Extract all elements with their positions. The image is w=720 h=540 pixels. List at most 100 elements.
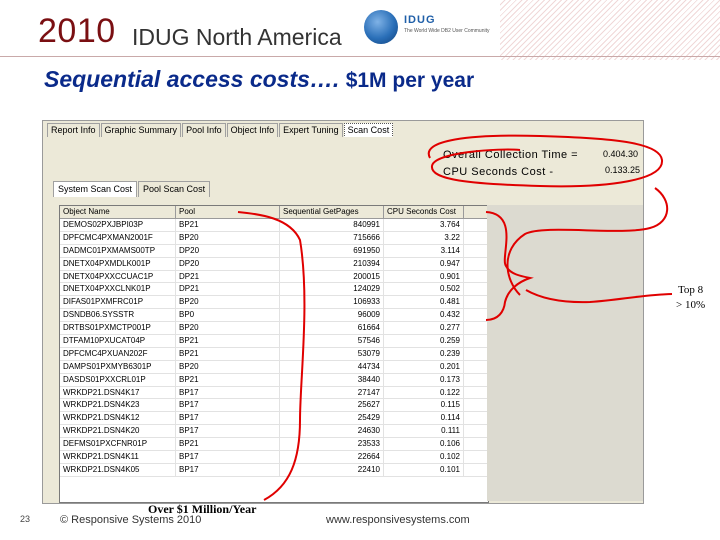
cell-cpu-seconds-cost: 0.111 xyxy=(384,425,464,438)
table-row[interactable]: DNETX04PXXCLNK01P DP21 124029 0.502 xyxy=(60,283,488,297)
column-header-object-name[interactable]: Object Name xyxy=(60,206,176,218)
cell-sequential-getpages: 200015 xyxy=(280,270,384,283)
table-row[interactable]: DNETX04PXXCCUAC1P DP21 200015 0.901 xyxy=(60,270,488,284)
cell-cpu-seconds-cost: 0.101 xyxy=(384,463,464,476)
table-row[interactable]: WRKDP21.DSN4K20 BP17 24630 0.111 xyxy=(60,425,488,439)
cell-pool: BP20 xyxy=(176,231,280,244)
cell-sequential-getpages: 691950 xyxy=(280,244,384,257)
cell-object-name: WRKDP21.DSN4K17 xyxy=(60,386,176,399)
cell-object-name: DTFAM10PXUCAT04P xyxy=(60,335,176,347)
cell-cpu-seconds-cost: 0.102 xyxy=(384,451,464,463)
cell-pool: DP20 xyxy=(176,244,280,257)
cpu-seconds-cost-value: 0.133.25 xyxy=(605,165,641,175)
summary-panel: Overall Collection Time = 0.404.30 CPU S… xyxy=(43,137,643,181)
cell-object-name: WRKDP21.DSN4K11 xyxy=(60,451,176,463)
cell-cpu-seconds-cost: 0.106 xyxy=(384,438,464,451)
cell-pool: BP20 xyxy=(176,360,280,373)
column-header-pool[interactable]: Pool xyxy=(176,206,280,218)
cell-object-name: DEMOS02PXJBPI03P xyxy=(60,219,176,231)
tab-graphic-summary[interactable]: Graphic Summary xyxy=(100,123,182,137)
table-row[interactable]: DASDS01PXXCRL01P BP21 38440 0.173 xyxy=(60,373,488,387)
tab-object-info[interactable]: Object Info xyxy=(226,123,279,137)
table-row[interactable]: DEMOS02PXJBPI03P BP21 840991 3.764 xyxy=(60,219,488,232)
cell-sequential-getpages: 210394 xyxy=(280,257,384,270)
cell-pool: BP17 xyxy=(176,412,280,425)
table-row[interactable]: WRKDP21.DSN4K17 BP17 27147 0.122 xyxy=(60,386,488,400)
cell-pool: BP21 xyxy=(176,347,280,360)
table-row[interactable]: DTFAM10PXUCAT04P BP21 57546 0.259 xyxy=(60,335,488,348)
app-window: Report Info Graphic Summary Pool Info Ob… xyxy=(42,120,644,504)
table-row[interactable]: DRTBS01PXMCTP001P BP20 61664 0.277 xyxy=(60,322,488,336)
cell-object-name: DNETX04PXMDLK001P xyxy=(60,257,176,270)
cell-cpu-seconds-cost: 0.201 xyxy=(384,360,464,373)
cell-pool: BP17 xyxy=(176,463,280,476)
table-body: DEMOS02PXJBPI03P BP21 840991 3.764 DPFCMC4PX… xyxy=(60,219,488,477)
cell-sequential-getpages: 53079 xyxy=(280,347,384,360)
cell-sequential-getpages: 38440 xyxy=(280,373,384,386)
cell-sequential-getpages: 715666 xyxy=(280,231,384,244)
cell-sequential-getpages: 106933 xyxy=(280,296,384,309)
table-row[interactable]: DAMPS01PXMYB6301P BP20 44734 0.201 xyxy=(60,360,488,374)
cell-pool: BP21 xyxy=(176,335,280,347)
cell-object-name: WRKDP21.DSN4K12 xyxy=(60,412,176,425)
cell-sequential-getpages: 96009 xyxy=(280,309,384,322)
cell-object-name: DPFCMC4PXUAN202F xyxy=(60,347,176,360)
table-row[interactable]: DIFAS01PXMFRC01P BP20 106933 0.481 xyxy=(60,296,488,310)
table-row[interactable]: DNETX04PXMDLK001P DP20 210394 0.947 xyxy=(60,257,488,271)
cell-object-name: DAMPS01PXMYB6301P xyxy=(60,360,176,373)
cell-cpu-seconds-cost: 0.432 xyxy=(384,309,464,322)
tab-expert-tuning[interactable]: Expert Tuning xyxy=(279,123,343,137)
tab-report-info[interactable]: Report Info xyxy=(47,123,100,137)
column-header-cpu-seconds-cost[interactable]: CPU Seconds Cost xyxy=(384,206,464,218)
column-header-sequential-getpages[interactable]: Sequential GetPages xyxy=(280,206,384,218)
cell-object-name: DPFCMC4PXMAN2001F xyxy=(60,231,176,244)
footer-url: www.responsivesystems.com xyxy=(326,514,470,526)
top8-line2: > 10% xyxy=(676,299,706,311)
tab-pool-info[interactable]: Pool Info xyxy=(182,123,226,137)
cell-cpu-seconds-cost: 0.115 xyxy=(384,399,464,412)
logo-tagline: The World Wide DB2 User Community xyxy=(404,28,490,34)
slide-number: 23 xyxy=(20,514,31,524)
tab-scan-cost[interactable]: Scan Cost xyxy=(343,123,394,138)
cell-pool: BP21 xyxy=(176,373,280,386)
table-row[interactable]: DPFCMC4PXMAN2001F BP20 715666 3.22 xyxy=(60,231,488,245)
cell-pool: BP17 xyxy=(176,399,280,412)
table-row[interactable]: DEFMS01PXCFNR01P BP21 23533 0.106 xyxy=(60,438,488,452)
slide-title-text: Sequential access costs…. xyxy=(44,66,340,92)
cell-pool: BP17 xyxy=(176,386,280,399)
cell-pool: DP21 xyxy=(176,283,280,296)
cell-pool: DP21 xyxy=(176,270,280,283)
table-row[interactable]: DPFCMC4PXUAN202F BP21 53079 0.239 xyxy=(60,347,488,361)
cell-sequential-getpages: 57546 xyxy=(280,335,384,347)
cell-object-name: WRKDP21.DSN4K23 xyxy=(60,399,176,412)
tab-pool-scan-cost[interactable]: Pool Scan Cost xyxy=(138,181,211,197)
globe-icon xyxy=(364,10,398,44)
table-row[interactable]: DSNDB06.SYSSTR BP0 96009 0.432 xyxy=(60,309,488,323)
tab-system-scan-cost[interactable]: System Scan Cost xyxy=(53,181,138,197)
cell-sequential-getpages: 124029 xyxy=(280,283,384,296)
cell-object-name: DASDS01PXXCRL01P xyxy=(60,373,176,386)
table-row[interactable]: DADMC01PXMAMS00TP DP20 691950 3.114 xyxy=(60,244,488,258)
table-row[interactable]: WRKDP21.DSN4K23 BP17 25627 0.115 xyxy=(60,399,488,413)
scan-cost-table: Object Name Pool Sequential GetPages CPU… xyxy=(59,205,489,503)
cell-cpu-seconds-cost: 0.239 xyxy=(384,347,464,360)
top8-line1: Top 8 xyxy=(677,284,704,296)
table-row[interactable]: WRKDP21.DSN4K11 BP17 22664 0.102 xyxy=(60,451,488,464)
sub-tab-bar: System Scan Cost Pool Scan Cost xyxy=(53,181,211,197)
cell-pool: BP0 xyxy=(176,309,280,322)
cell-cpu-seconds-cost: 3.764 xyxy=(384,219,464,231)
cell-cpu-seconds-cost: 0.481 xyxy=(384,296,464,309)
overall-collection-value: 0.404.30 xyxy=(603,149,639,159)
cell-cpu-seconds-cost: 0.122 xyxy=(384,386,464,399)
cell-sequential-getpages: 25429 xyxy=(280,412,384,425)
cell-sequential-getpages: 840991 xyxy=(280,219,384,231)
cell-object-name: DEFMS01PXCFNR01P xyxy=(60,438,176,451)
conference-name: IDUG North America xyxy=(132,24,342,50)
cell-pool: BP17 xyxy=(176,425,280,438)
cell-object-name: DNETX04PXXCCUAC1P xyxy=(60,270,176,283)
table-row[interactable]: WRKDP21.DSN4K12 BP17 25429 0.114 xyxy=(60,412,488,426)
table-row[interactable]: WRKDP21.DSN4K05 BP17 22410 0.101 xyxy=(60,463,488,477)
cell-sequential-getpages: 44734 xyxy=(280,360,384,373)
empty-panel-area xyxy=(487,205,643,501)
cell-sequential-getpages: 27147 xyxy=(280,386,384,399)
